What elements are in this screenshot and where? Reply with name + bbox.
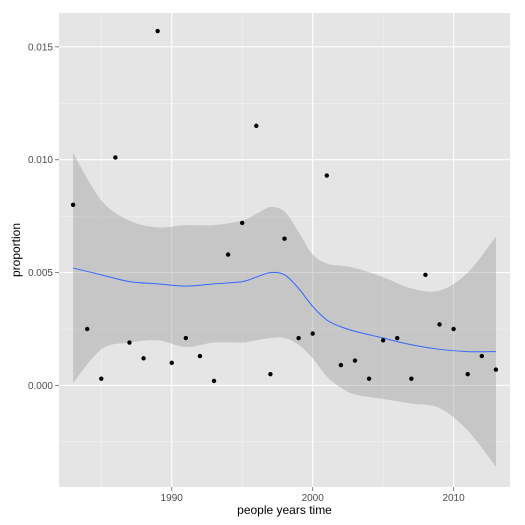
data-point [296,335,301,341]
data-point [141,356,146,361]
data-point [423,272,428,278]
data-point [437,322,442,327]
plot-panel [59,13,510,487]
minor-gridlines [59,13,510,487]
data-point [127,340,132,345]
data-point [395,335,400,341]
data-point [197,353,203,359]
y-axis: 0.000 0.005 0.010 0.015 [28,42,59,392]
x-tick-label: 2000 [302,493,325,504]
data-point [451,326,456,332]
data-point [493,367,499,372]
smooth-line [72,267,496,353]
data-point [409,376,414,381]
data-point [155,28,160,34]
x-tick-label: 2010 [443,493,466,504]
data-point [338,362,344,368]
data-point [183,335,189,341]
x-axis: 1990 2000 2010 [161,487,466,504]
data-point [70,202,76,208]
y-tick-label: 0.010 [28,155,53,166]
y-axis-title: proportion [9,223,23,277]
data-point [84,326,90,332]
data-point [113,155,118,160]
data-point [366,376,372,381]
data-point [380,338,386,343]
y-tick-label: 0.015 [28,42,53,53]
data-point [99,376,104,381]
major-gridlines [59,13,510,487]
x-axis-title: people years time [237,503,332,517]
data-point [352,358,358,363]
data-point [225,252,231,257]
data-point [479,353,485,359]
data-point [240,220,245,226]
data-point [465,371,470,377]
y-tick-label: 0.005 [28,268,53,279]
data-point [268,371,273,377]
data-point [324,173,329,178]
data-point [169,360,174,366]
data-point [211,378,217,384]
data-points [70,28,499,384]
confidence-band [73,152,496,467]
data-point [282,236,287,241]
x-tick-label: 1990 [161,493,184,504]
data-point [310,331,315,336]
y-tick-label: 0.000 [28,381,53,392]
data-point [254,123,259,129]
